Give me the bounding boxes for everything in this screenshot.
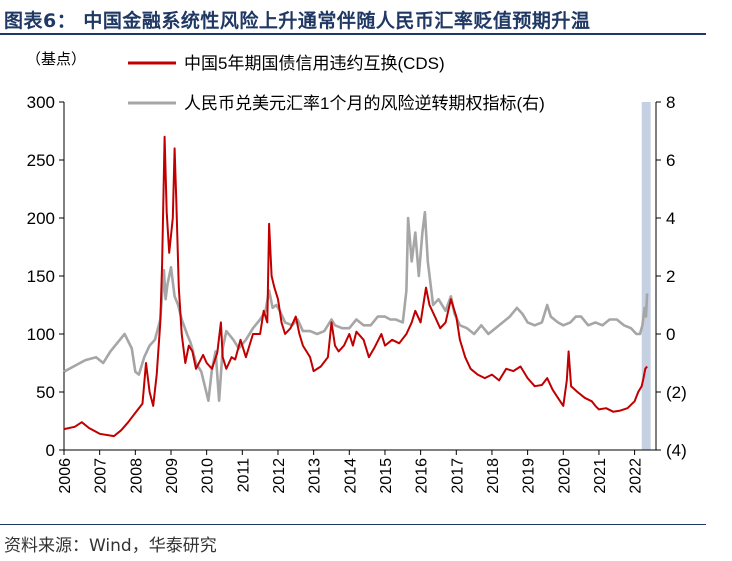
- x-tick-label: 2021: [592, 458, 609, 494]
- title-divider: [0, 33, 706, 35]
- right-tick-label: 6: [666, 151, 675, 170]
- left-axis-unit: （基点）: [26, 51, 86, 68]
- right-tick-label: (2): [666, 383, 687, 402]
- right-tick-label: 2: [666, 267, 675, 286]
- left-tick-label: 300: [27, 93, 55, 112]
- footer-divider: [0, 524, 706, 525]
- right-tick-label: 8: [666, 93, 675, 112]
- left-tick-label: 0: [46, 441, 55, 460]
- left-tick-label: 250: [27, 151, 55, 170]
- left-tick-label: 50: [36, 383, 55, 402]
- x-tick-label: 2017: [449, 458, 466, 494]
- shaded-region: [641, 102, 651, 450]
- x-tick-label: 2022: [628, 458, 645, 494]
- x-tick-label: 2018: [485, 458, 502, 494]
- series-line-risk-reversal: [63, 210, 649, 402]
- legend-label-cds: 中国5年期国债信用违约互换(CDS): [184, 54, 445, 73]
- left-tick-label: 150: [27, 267, 55, 286]
- x-tick-label: 2010: [200, 458, 217, 494]
- x-tick-label: 2014: [342, 458, 359, 494]
- x-tick-label: 2009: [164, 458, 181, 494]
- left-tick-label: 200: [27, 209, 55, 228]
- x-tick-label: 2011: [235, 458, 252, 493]
- x-tick-label: 2020: [556, 458, 573, 494]
- left-tick-label: 100: [27, 325, 55, 344]
- legend-label-risk-reversal: 人民币兑美元汇率1个月的风险逆转期权指标(右): [184, 94, 545, 113]
- x-tick-label: 2013: [307, 458, 324, 494]
- x-tick-label: 2019: [521, 458, 538, 494]
- x-tick-label: 2007: [93, 458, 110, 494]
- right-tick-label: 4: [666, 209, 675, 228]
- cds-vs-fx-risk-reversal-chart: 0 50 100 150 200 250 300 (4) (2) 0 2 4 6 8 2006 2007 2…: [26, 51, 687, 494]
- x-tick-label: 2008: [128, 458, 145, 494]
- x-tick-label: 2015: [378, 458, 395, 494]
- source-note: 资料来源：Wind，华泰研究: [4, 531, 217, 556]
- x-tick-label: 2016: [414, 458, 431, 494]
- figure-title: 图表6： 中国金融系统性风险上升通常伴随人民币汇率贬值预期升温: [4, 10, 591, 32]
- x-tick-label: 2006: [57, 458, 74, 494]
- right-tick-label: (4): [666, 441, 687, 460]
- x-tick-label: 2012: [271, 458, 288, 494]
- legend: 中国5年期国债信用违约互换(CDS) 人民币兑美元汇率1个月的风险逆转期权指标(…: [128, 54, 545, 113]
- series-line-cds: [63, 135, 648, 438]
- source-text: 资料来源：Wind，华泰研究: [4, 536, 217, 556]
- right-tick-label: 0: [666, 325, 675, 344]
